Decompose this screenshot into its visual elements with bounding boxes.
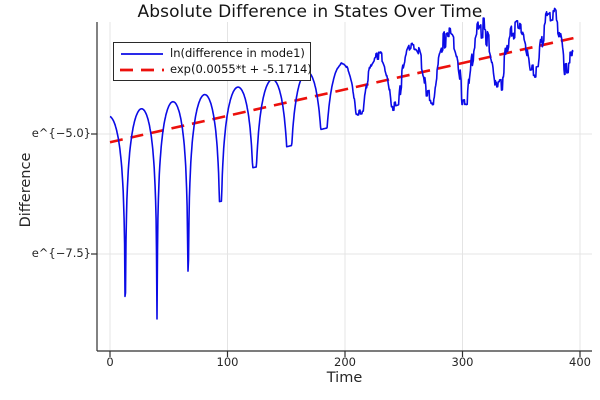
y-tick-label-1: e^{−7.5} [31, 246, 91, 260]
x-tick-label-400: 400 [569, 355, 591, 369]
x-tick-label-200: 200 [334, 355, 356, 369]
legend-item-difference: ln(difference in mode1) [119, 46, 305, 61]
legend-label-fit: exp(0.0055*t + -5.1714) [170, 62, 312, 76]
legend-item-fit: exp(0.0055*t + -5.1714) [119, 62, 312, 77]
x-tick-label-300: 300 [451, 355, 474, 369]
legend-label-difference: ln(difference in mode1) [170, 46, 305, 60]
legend-dashed-line-icon [120, 68, 164, 71]
x-tick-label-100: 100 [216, 355, 239, 369]
x-tick-label-0: 0 [106, 355, 114, 369]
y-axis-label: Difference [18, 152, 34, 228]
fit-line [109, 36, 577, 144]
y-tick-label-0: e^{−5.0} [31, 126, 91, 140]
chart-title: Absolute Difference in States Over Time [137, 2, 483, 22]
legend-solid-line-icon [121, 52, 163, 55]
legend: ln(difference in mode1) exp(0.0055*t + -… [113, 42, 312, 81]
x-axis-label: Time [326, 370, 363, 386]
difference-curve [109, 7, 574, 320]
